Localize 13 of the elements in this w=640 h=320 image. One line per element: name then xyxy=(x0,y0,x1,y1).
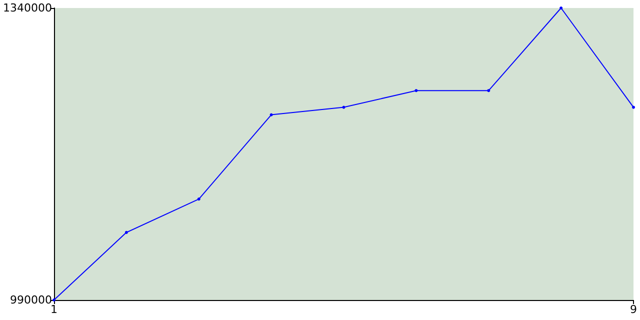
y-tick-label: 990000 xyxy=(10,294,52,306)
line-series xyxy=(52,6,635,302)
point xyxy=(414,89,418,92)
x-tick-label: 9 xyxy=(630,303,637,316)
y-tick-label: 1340000 xyxy=(2,2,52,14)
point xyxy=(632,106,635,109)
x-tick-label: 1 xyxy=(50,303,58,316)
point xyxy=(560,6,563,10)
point xyxy=(342,106,346,109)
point xyxy=(124,230,128,234)
point xyxy=(487,89,490,92)
point xyxy=(270,113,273,116)
point xyxy=(197,198,200,201)
